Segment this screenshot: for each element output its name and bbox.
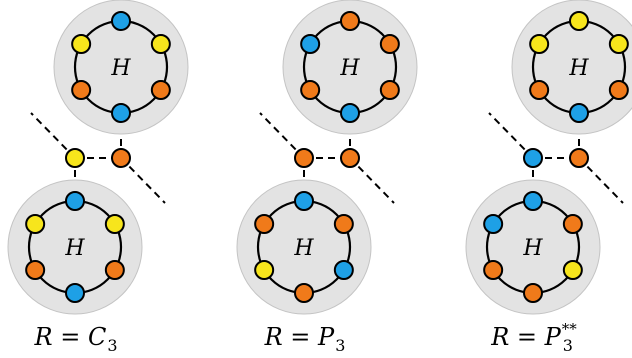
label-subscript: 3 [107, 336, 117, 355]
label-superscript: ** [562, 320, 578, 338]
label-eq: = [509, 323, 544, 351]
label-symbol: P [544, 323, 562, 351]
label-eq: = [53, 323, 88, 351]
hub-label: H [339, 56, 360, 81]
ring-node-blue [483, 214, 504, 234]
panel-1: R = C3 [30, 112, 166, 355]
hub-label: H [293, 236, 314, 261]
ring-node-blue [65, 191, 85, 211]
ring-node-yellow [529, 34, 550, 54]
hub-disc [511, 0, 632, 135]
hub-label: H [64, 236, 85, 261]
ring-node-orange [104, 260, 125, 280]
link-node-blue [523, 148, 543, 168]
panel-1-top-hub: H [53, 0, 189, 135]
label-subscript: 3 [563, 336, 573, 355]
ring-node-orange [300, 80, 321, 100]
ring-node-blue [111, 11, 131, 31]
link-edge [259, 112, 305, 159]
ring-node-orange [379, 80, 400, 100]
link-edge [578, 157, 624, 204]
link-edge [488, 112, 534, 159]
hub-disc [236, 179, 372, 315]
ring-node-yellow [562, 260, 583, 280]
ring-node-blue [300, 34, 321, 54]
panel-label: R = P** 3 [490, 320, 577, 355]
panel-3-bottom-hub: H [465, 179, 601, 315]
link-node-yellow [65, 148, 85, 168]
hub-label: H [110, 56, 131, 81]
ring-node-orange [379, 34, 400, 54]
ring-node-orange [333, 214, 354, 234]
panel-1-bottom-hub: H [7, 179, 143, 315]
ring-node-blue [523, 191, 543, 211]
label-symbol: C [88, 323, 106, 351]
link-edge [349, 157, 395, 204]
ring-node-blue [294, 191, 314, 211]
panel-3-top-hub: H [511, 0, 632, 135]
link-node-orange [569, 148, 589, 168]
label-eq: = [283, 323, 318, 351]
label-lhs: R [33, 323, 52, 351]
ring-node-orange [150, 80, 171, 100]
label-lhs: R [490, 323, 509, 351]
ring-node-yellow [569, 11, 589, 31]
panel-3: R = P** 3 [488, 112, 624, 355]
ring-node-yellow [71, 34, 92, 54]
ring-node-orange [254, 214, 275, 234]
hub-disc [465, 179, 601, 315]
hub-disc [53, 0, 189, 135]
ring-node-orange [25, 260, 46, 280]
ring-node-orange [294, 283, 314, 303]
ring-node-blue [340, 103, 360, 123]
label-lhs: R [264, 323, 283, 351]
ring-node-blue [333, 260, 354, 280]
hub-disc [282, 0, 418, 135]
ring-node-orange [562, 214, 583, 234]
ring-node-orange [483, 260, 504, 280]
ring-node-orange [523, 283, 543, 303]
ring-node-yellow [254, 260, 275, 280]
ring-node-orange [340, 11, 360, 31]
panel-2-top-hub: H [282, 0, 418, 135]
hub-label: H [568, 56, 589, 81]
hub-label: H [522, 236, 543, 261]
ring-node-blue [569, 103, 589, 123]
ring-node-yellow [150, 34, 171, 54]
ring-node-orange [529, 80, 550, 100]
label-symbol: P [317, 323, 335, 351]
link-node-orange [294, 148, 314, 168]
hub-disc [7, 179, 143, 315]
ring-node-yellow [104, 214, 125, 234]
link-edge [120, 157, 166, 204]
ring-node-blue [111, 103, 131, 123]
ring-node-blue [65, 283, 85, 303]
panel-label: R = C3 [33, 323, 117, 355]
panel-label: R = P3 [264, 323, 346, 355]
ring-node-orange [71, 80, 92, 100]
label-subscript: 3 [335, 336, 345, 355]
panel-2-bottom-hub: H [236, 179, 372, 315]
link-node-orange [340, 148, 360, 168]
link-node-orange [111, 148, 131, 168]
ring-node-yellow [25, 214, 46, 234]
ring-node-yellow [608, 34, 629, 54]
link-edge [30, 112, 76, 159]
ring-node-orange [608, 80, 629, 100]
